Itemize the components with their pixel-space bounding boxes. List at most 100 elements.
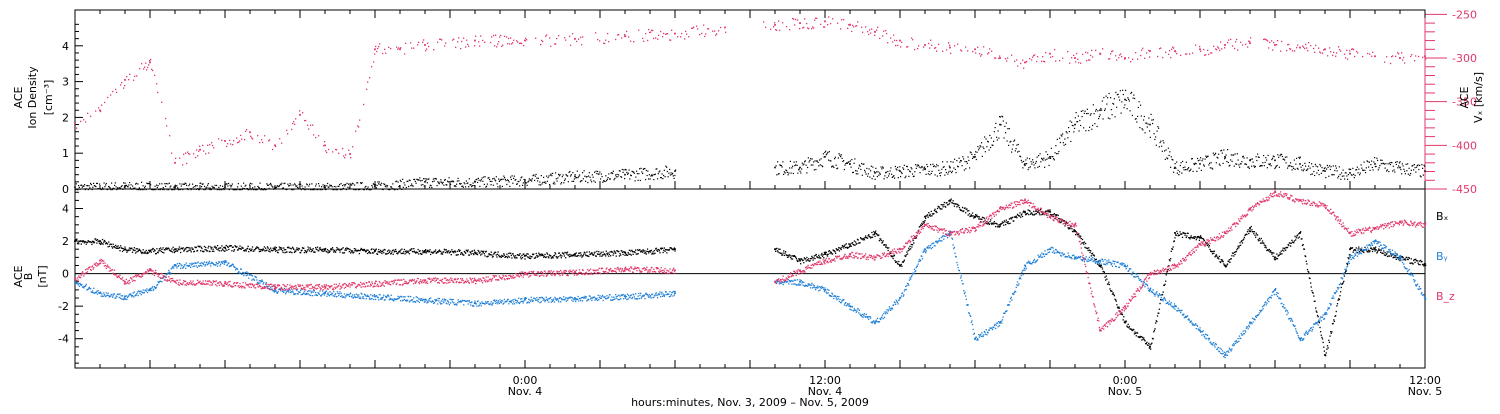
density-dot [856, 173, 857, 174]
bx-dot [498, 251, 499, 252]
bx-dot [263, 249, 264, 250]
vx-dot [199, 146, 200, 147]
by-dot [136, 294, 137, 295]
by-dot [183, 266, 184, 267]
bx-dot [1221, 259, 1222, 260]
density-dot [499, 181, 500, 182]
density-dot [1030, 166, 1031, 167]
density-data-point [1124, 99, 1126, 101]
density-dot [850, 160, 851, 161]
vx-dot [116, 92, 117, 93]
density-dot [1325, 167, 1326, 168]
density-dot [1335, 165, 1336, 166]
bx-dot [96, 242, 97, 243]
bx-dot [1358, 248, 1359, 249]
density-dot [126, 185, 127, 186]
density-dot [410, 185, 411, 186]
density-dot [673, 175, 674, 176]
vx-data-point [874, 31, 876, 33]
density-dot [220, 185, 221, 186]
by-dot [118, 294, 119, 295]
density-dot [414, 179, 415, 180]
density-dot [520, 179, 521, 180]
vx-dot [363, 104, 364, 105]
density-data-point [849, 163, 851, 165]
bx-dot [414, 251, 415, 252]
density-dot [887, 177, 888, 178]
density-dot [104, 186, 105, 187]
density-dot [902, 167, 903, 168]
density-dot [1137, 116, 1138, 117]
by-dot [321, 294, 322, 295]
by-dot [199, 266, 200, 267]
density-dot [193, 187, 194, 188]
density-dot [1232, 161, 1233, 162]
density-dot [934, 165, 935, 166]
density-dot [653, 174, 654, 175]
density-dot [872, 178, 873, 179]
by-dot [200, 265, 201, 266]
density-dot [185, 183, 186, 184]
bx-data-point [1224, 265, 1226, 267]
by-dot [299, 292, 300, 293]
bx-data-point [1274, 256, 1276, 258]
bx-dot [1033, 211, 1034, 212]
bx-dot [377, 254, 378, 255]
vx-dot [705, 33, 706, 34]
bx-dot [942, 204, 943, 205]
bx-dot [542, 254, 543, 255]
density-dot [271, 184, 272, 185]
density-dot [1295, 169, 1296, 170]
bx-dot [199, 246, 200, 247]
bx-dot [317, 247, 318, 248]
density-dot [92, 187, 93, 188]
bx-dot [443, 251, 444, 252]
density-dot [824, 152, 825, 153]
bx-dot [628, 252, 629, 253]
bx-dot [1226, 265, 1227, 266]
vx-dot [1425, 58, 1426, 59]
bx-dot [345, 248, 346, 249]
density-dot [1253, 165, 1254, 166]
density-dot [1055, 152, 1056, 153]
vx-dot [965, 46, 966, 47]
bx-dot [1233, 253, 1234, 254]
density-dot [1078, 115, 1079, 116]
density-dot [801, 168, 802, 169]
vx-dot [712, 31, 713, 32]
bx-dot [308, 248, 309, 249]
bx-dot [200, 250, 201, 251]
bx-dot [1129, 326, 1130, 327]
vx-dot [1176, 53, 1177, 54]
density-dot [397, 189, 398, 190]
density-dot [662, 173, 663, 174]
bx-dot [1165, 281, 1166, 282]
density-dot [1334, 170, 1335, 171]
density-dot [998, 130, 999, 131]
bx-dot [477, 254, 478, 255]
density-dot [1208, 156, 1209, 157]
density-data-point [524, 179, 526, 181]
b-tick-label: 4 [62, 203, 69, 216]
bx-dot [1113, 292, 1114, 293]
vx-dot [763, 21, 764, 22]
density-dot [87, 185, 88, 186]
density-dot [1373, 169, 1374, 170]
vx-dot [1308, 42, 1309, 43]
density-data-point [774, 167, 776, 169]
bx-dot [116, 246, 117, 247]
bx-dot [299, 248, 300, 249]
density-dot [1116, 107, 1117, 108]
vx-dot [457, 41, 458, 42]
density-dot [1226, 154, 1227, 155]
vx-dot [369, 77, 370, 78]
density-dot [1226, 161, 1227, 162]
density-dot [1402, 163, 1403, 164]
density-dot [1038, 155, 1039, 156]
by-dot [193, 263, 194, 264]
density-dot [800, 171, 801, 172]
vx-dot [1032, 57, 1033, 58]
by-dot [331, 294, 332, 295]
density-dot [1037, 157, 1038, 158]
density-dot [791, 167, 792, 168]
